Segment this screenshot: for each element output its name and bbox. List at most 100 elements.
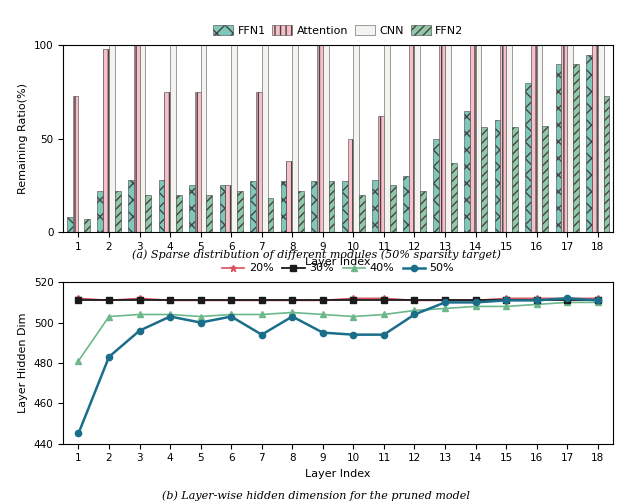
30% (441, 297, 449, 303)
Bar (434, 139, 439, 232)
Bar (531, 45, 537, 232)
40% (166, 311, 174, 318)
30% (258, 297, 265, 303)
Y-axis label: Layer Hidden Dim: Layer Hidden Dim (18, 312, 28, 413)
X-axis label: Layer Index: Layer Index (305, 469, 371, 479)
Bar (378, 116, 384, 232)
Bar (262, 45, 267, 232)
Bar (170, 45, 176, 232)
Bar (464, 110, 470, 232)
30% (502, 297, 510, 303)
20% (471, 297, 479, 303)
Bar (445, 45, 451, 232)
Bar (115, 191, 121, 232)
30% (136, 297, 143, 303)
30% (288, 297, 296, 303)
50% (411, 311, 418, 318)
Bar (317, 45, 323, 232)
Bar (189, 185, 195, 232)
Bar (470, 45, 475, 232)
Bar (420, 191, 426, 232)
20% (288, 297, 296, 303)
50% (594, 297, 602, 303)
Bar (506, 45, 512, 232)
40% (319, 311, 327, 318)
50% (197, 320, 204, 326)
Y-axis label: Remaining Ratio(%): Remaining Ratio(%) (18, 83, 28, 194)
40% (563, 299, 571, 305)
Bar (140, 45, 145, 232)
Bar (103, 49, 109, 232)
30% (594, 297, 602, 303)
Bar (145, 195, 151, 232)
Bar (159, 179, 164, 232)
Bar (67, 217, 73, 232)
20% (502, 295, 510, 301)
40% (533, 301, 540, 307)
Bar (195, 92, 200, 232)
Line: 20%: 20% (75, 295, 601, 304)
50% (166, 313, 174, 320)
Bar (598, 45, 604, 232)
Bar (384, 45, 390, 232)
20% (228, 297, 235, 303)
50% (319, 330, 327, 336)
20% (441, 297, 449, 303)
Bar (250, 181, 256, 232)
40% (258, 311, 265, 318)
50% (136, 328, 143, 334)
Bar (542, 125, 549, 232)
40% (471, 303, 479, 309)
Line: 30%: 30% (76, 297, 600, 303)
50% (75, 430, 82, 436)
30% (411, 297, 418, 303)
Bar (512, 128, 518, 232)
30% (533, 297, 540, 303)
Bar (501, 45, 506, 232)
Bar (482, 128, 487, 232)
30% (228, 297, 235, 303)
30% (471, 297, 479, 303)
Bar (176, 195, 182, 232)
Bar (537, 45, 542, 232)
30% (166, 297, 174, 303)
Bar (439, 45, 445, 232)
Bar (567, 45, 573, 232)
Bar (231, 45, 237, 232)
50% (471, 299, 479, 305)
Bar (494, 120, 501, 232)
Bar (604, 96, 609, 232)
20% (319, 297, 327, 303)
20% (258, 297, 265, 303)
40% (288, 309, 296, 316)
20% (105, 297, 112, 303)
40% (197, 313, 204, 320)
40% (136, 311, 143, 318)
50% (533, 297, 540, 303)
Bar (359, 195, 365, 232)
20% (533, 295, 540, 301)
Bar (164, 92, 170, 232)
20% (380, 295, 387, 301)
20% (563, 295, 571, 301)
40% (349, 313, 357, 320)
Bar (403, 176, 409, 232)
Bar (84, 219, 90, 232)
Bar (390, 185, 396, 232)
Bar (128, 179, 134, 232)
Line: 50%: 50% (75, 295, 601, 436)
40% (411, 307, 418, 313)
Bar (409, 45, 415, 232)
20% (349, 295, 357, 301)
50% (349, 332, 357, 338)
X-axis label: Layer Index: Layer Index (305, 257, 371, 267)
30% (349, 297, 357, 303)
Bar (556, 64, 561, 232)
Bar (73, 96, 78, 232)
40% (228, 311, 235, 318)
20% (166, 297, 174, 303)
40% (380, 311, 387, 318)
Bar (342, 181, 348, 232)
Bar (237, 191, 243, 232)
50% (258, 332, 265, 338)
